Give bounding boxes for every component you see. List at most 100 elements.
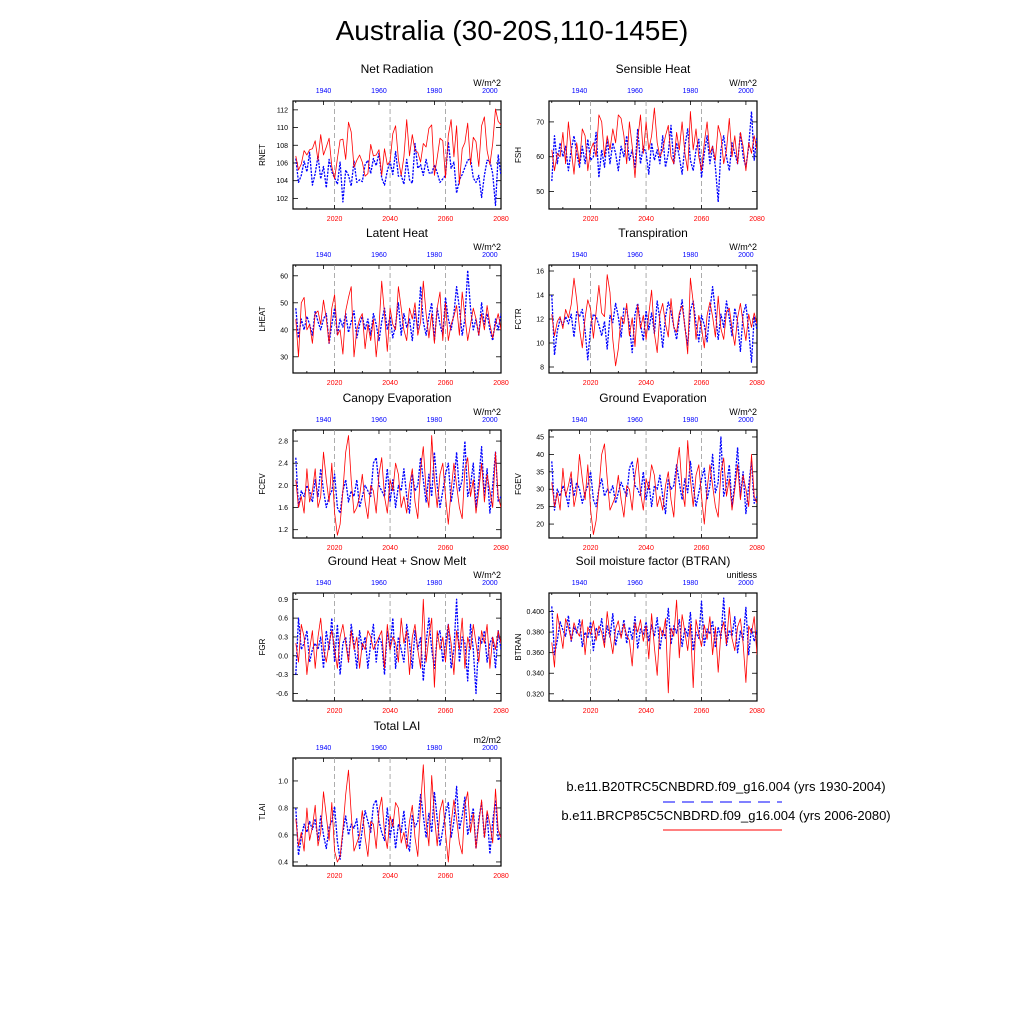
x-bottom-tick-label: 2080 xyxy=(493,216,509,223)
x-bottom-tick-label: 2040 xyxy=(638,380,654,387)
y-tick-label: 70 xyxy=(536,119,544,126)
y-tick-label: 16 xyxy=(536,269,544,276)
x-bottom-tick-label: 2080 xyxy=(493,545,509,552)
figure-title: Australia (30-20S,110-145E) xyxy=(336,15,689,46)
y-tick-label: 0.4 xyxy=(278,859,288,866)
y-tick-label: 45 xyxy=(536,434,544,441)
x-bottom-tick-label: 2080 xyxy=(493,708,509,715)
x-bottom-tick-label: 2080 xyxy=(749,545,765,552)
panel-title: Latent Heat xyxy=(366,226,429,240)
y-axis-label: FCTR xyxy=(514,308,523,330)
panel-btran: Soil moisture factor (BTRAN) unitless 2020… xyxy=(514,554,765,715)
x-bottom-tick-label: 2020 xyxy=(327,216,343,223)
y-tick-label: 2.4 xyxy=(278,461,288,468)
x-bottom-tick-label: 2060 xyxy=(438,216,454,223)
y-axis-label: FSH xyxy=(514,147,523,163)
x-bottom-tick-label: 2080 xyxy=(493,873,509,880)
y-tick-label: 30 xyxy=(536,487,544,494)
y-axis-label: FGEV xyxy=(514,472,523,494)
panel-rnet: Net Radiation W/m^2 2020 2040 2060 2080 1940 19… xyxy=(258,62,509,223)
panel-title: Soil moisture factor (BTRAN) xyxy=(576,554,731,568)
x-top-tick-label: 1940 xyxy=(316,252,332,259)
x-bottom-tick-label: 2040 xyxy=(382,380,398,387)
x-bottom-tick-label: 2080 xyxy=(749,380,765,387)
plot-frame xyxy=(292,429,502,539)
plot-frame xyxy=(292,592,502,702)
y-tick-label: 0.9 xyxy=(278,597,288,604)
x-bottom-tick-label: 2040 xyxy=(638,708,654,715)
x-bottom-tick-label: 2060 xyxy=(438,873,454,880)
legend-label-historical: b.e11.B20TRC5CNBDRD.f09_g16.004 (yrs 193… xyxy=(566,779,885,794)
x-top-tick-label: 2000 xyxy=(482,417,498,424)
x-top-tick-label: 2000 xyxy=(482,88,498,95)
y-tick-label: 2.8 xyxy=(278,439,288,446)
y-tick-label: 40 xyxy=(536,452,544,459)
y-tick-label: 0.8 xyxy=(278,805,288,812)
y-tick-label: 50 xyxy=(536,189,544,196)
units-label: W/m^2 xyxy=(473,407,501,417)
y-tick-label: 0.400 xyxy=(526,609,544,616)
x-top-tick-label: 2000 xyxy=(738,88,754,95)
panels: Net Radiation W/m^2 2020 2040 2060 2080 1940 19… xyxy=(258,62,765,880)
x-top-tick-label: 1940 xyxy=(316,580,332,587)
series-rcp85 xyxy=(551,107,757,179)
series-rcp85 xyxy=(551,599,757,694)
x-top-tick-label: 1940 xyxy=(572,88,588,95)
units-label: unitless xyxy=(726,570,757,580)
y-tick-label: 0.3 xyxy=(278,634,288,641)
x-bottom-tick-label: 2060 xyxy=(694,708,710,715)
x-bottom-tick-label: 2040 xyxy=(638,216,654,223)
x-top-tick-label: 1960 xyxy=(371,88,387,95)
y-tick-label: 40 xyxy=(280,327,288,334)
x-top-tick-label: 1980 xyxy=(427,745,443,752)
x-top-tick-label: 1940 xyxy=(316,88,332,95)
x-bottom-tick-label: 2020 xyxy=(327,380,343,387)
y-tick-label: 102 xyxy=(276,196,288,203)
y-tick-label: 0.380 xyxy=(526,630,544,637)
y-tick-label: 14 xyxy=(536,293,544,300)
panel-title: Sensible Heat xyxy=(616,62,691,76)
x-top-tick-label: 1980 xyxy=(427,252,443,259)
x-bottom-tick-label: 2040 xyxy=(382,216,398,223)
x-top-tick-label: 1960 xyxy=(371,745,387,752)
units-label: W/m^2 xyxy=(473,78,501,88)
y-tick-label: 60 xyxy=(280,273,288,280)
x-bottom-tick-label: 2040 xyxy=(382,708,398,715)
plot-frame xyxy=(548,429,758,539)
y-tick-label: 1.0 xyxy=(278,778,288,785)
y-axis-label: FGR xyxy=(258,638,267,655)
panel-title: Canopy Evaporation xyxy=(343,391,452,405)
x-top-tick-label: 1940 xyxy=(316,417,332,424)
y-axis-label: RNET xyxy=(258,144,267,166)
x-top-tick-label: 1960 xyxy=(371,417,387,424)
x-bottom-tick-label: 2060 xyxy=(438,708,454,715)
x-bottom-tick-label: 2080 xyxy=(493,380,509,387)
y-tick-label: 25 xyxy=(536,504,544,511)
y-tick-label: 0.6 xyxy=(278,832,288,839)
x-top-tick-label: 1980 xyxy=(427,580,443,587)
panel-title: Ground Heat + Snow Melt xyxy=(328,554,467,568)
y-tick-label: 108 xyxy=(276,143,288,150)
y-tick-label: 0.340 xyxy=(526,671,544,678)
y-axis-label: BTRAN xyxy=(514,633,523,660)
x-bottom-tick-label: 2020 xyxy=(583,545,599,552)
x-top-tick-label: 2000 xyxy=(482,745,498,752)
x-bottom-tick-label: 2020 xyxy=(583,708,599,715)
x-bottom-tick-label: 2060 xyxy=(438,380,454,387)
y-tick-label: 8 xyxy=(540,365,544,372)
x-top-tick-label: 2000 xyxy=(738,252,754,259)
x-bottom-tick-label: 2040 xyxy=(382,545,398,552)
x-top-tick-label: 2000 xyxy=(482,252,498,259)
y-tick-label: 104 xyxy=(276,178,288,185)
series-rcp85 xyxy=(295,280,501,358)
units-label: W/m^2 xyxy=(729,407,757,417)
y-tick-label: 0.320 xyxy=(526,691,544,698)
y-tick-label: -0.6 xyxy=(276,691,288,698)
legend-label-rcp85: b.e11.BRCP85C5CNBDRD.f09_g16.004 (yrs 20… xyxy=(561,808,890,823)
x-bottom-tick-label: 2080 xyxy=(749,216,765,223)
y-tick-label: 1.6 xyxy=(278,505,288,512)
panel-title: Net Radiation xyxy=(361,62,434,76)
y-tick-label: 50 xyxy=(280,300,288,307)
x-top-tick-label: 1960 xyxy=(627,417,643,424)
series-rcp85 xyxy=(551,440,757,535)
